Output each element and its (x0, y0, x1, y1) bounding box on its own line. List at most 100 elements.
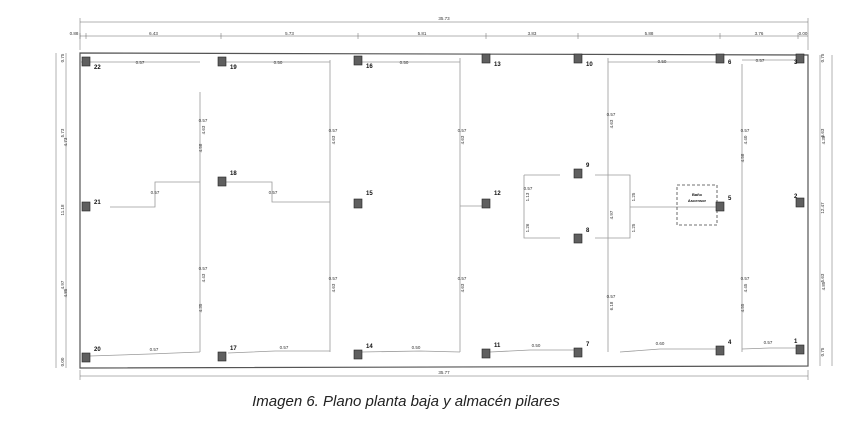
pillar-number: 7 (586, 342, 590, 348)
beam-label: 0.57 (741, 276, 750, 281)
pillar-9 (573, 168, 583, 179)
top-segment-dimension: 5.81 (418, 31, 427, 36)
top-segment-dimension: 6.43 (149, 31, 158, 36)
right-dimension: 5.63 (820, 273, 825, 282)
beam-label: 0.57 (458, 128, 467, 133)
left-dimension: 0.00 (60, 357, 65, 366)
pillar-number: 11 (494, 343, 501, 349)
beam-label: 0.57 (329, 128, 338, 133)
top-segment-dimension: 5.73 (285, 31, 294, 36)
pillar-10 (573, 53, 583, 64)
beam-label: 0.50 (412, 345, 421, 350)
right-dimension-chain (819, 55, 833, 366)
bay-dimension: 4.97 (609, 210, 614, 219)
pillar-16 (353, 55, 363, 66)
pillar-7 (573, 347, 583, 358)
left-dimension: 4.97 (60, 280, 65, 289)
pillar-17 (217, 351, 227, 362)
pillar-4 (715, 345, 725, 356)
pillar-8 (573, 233, 583, 244)
pillar-number: 9 (586, 163, 590, 169)
pillar-22 (81, 56, 91, 67)
pillar-3 (795, 53, 805, 64)
top-segment-dimension: 3.76 (755, 31, 764, 36)
bay-dimension: 4.40 (743, 135, 748, 144)
pillar-number: 15 (366, 191, 373, 197)
beam-label: 0.50 (400, 60, 409, 65)
right-dimensions: 0.75 5.63 12.47 5.63 0.75 (820, 53, 825, 356)
pillar-number: 17 (230, 346, 237, 352)
beam-label: 0.57 (199, 118, 208, 123)
bay-dimension: 1.26 (525, 223, 530, 232)
pillar-number: 1 (794, 339, 798, 345)
pillar-5 (715, 201, 725, 212)
top-segment-dimensions: 0.88 6.43 5.73 5.81 3.83 5.88 3.76 0.00 (70, 31, 808, 39)
beam-label: 0.57 (458, 276, 467, 281)
pillar-11 (481, 348, 491, 359)
bay-dimension: 6.18 (609, 301, 614, 310)
beam-label: 0.57 (607, 112, 616, 117)
bay-dimension: 4.73 (63, 137, 68, 146)
beam-label: 0.57 (764, 340, 773, 345)
beam-label: 0.50 (658, 59, 667, 64)
beam-label: 0.57 (607, 294, 616, 299)
right-dimension: 0.75 (820, 347, 825, 356)
pillar-number: 21 (94, 200, 101, 206)
figure-caption: Imagen 6. Plano planta baja y almacén pi… (252, 393, 560, 410)
pillar-15 (353, 198, 363, 209)
top-segment-dimension: 0.00 (799, 31, 808, 36)
bay-dimension: 4.58 (740, 153, 745, 162)
pillars: 22 19 16 13 10 6 3 21 18 15 12 9 5 2 8 20 17 14 11 7 4 1 (81, 53, 805, 363)
bay-dimension: 4.85 (821, 281, 826, 290)
bay-dimension: 4.43 (201, 273, 206, 282)
right-dimension: 5.63 (820, 128, 825, 137)
beam-label: 0.50 (274, 60, 283, 65)
pillar-20 (81, 352, 91, 363)
pillar-number: 10 (586, 62, 593, 68)
top-segment-dimension: 5.88 (645, 31, 654, 36)
bay-dimension: 4.63 (331, 283, 336, 292)
bay-dimensions: 4.73 4.63 4.63 4.63 4.63 4.40 4.38 4.85 4.43 4.63… (63, 119, 826, 312)
bay-dimension: 1.13 (525, 192, 530, 201)
pillar-number: 13 (494, 62, 501, 68)
beam-label: 0.57 (136, 60, 145, 65)
left-dimensions: 0.75 5.73 11.18 4.97 0.00 (60, 53, 65, 366)
bay-dimension: 4.85 (63, 288, 68, 297)
beam-label: 0.60 (656, 341, 665, 346)
pillar-number: 18 (230, 171, 237, 177)
pillar-number: 20 (94, 347, 101, 353)
bay-dimension: 4.35 (198, 303, 203, 312)
bay-dimension: 4.45 (743, 283, 748, 292)
top-segment-dimension: 3.83 (528, 31, 537, 36)
right-dimension: 0.75 (820, 53, 825, 62)
bay-dimension: 1.25 (631, 223, 636, 232)
pillar-18 (217, 176, 227, 187)
pillar-number: 2 (794, 194, 798, 200)
beam-label: 0.57 (741, 128, 750, 133)
top-segment-dimension: 0.88 (70, 31, 79, 36)
pillar-21 (81, 201, 91, 212)
bathroom-elevator-box (676, 184, 718, 226)
top-total-dimension: 35.73 (438, 16, 450, 21)
bay-dimension: 4.38 (821, 135, 826, 144)
beam-labels: 0.57 0.50 0.50 0.50 0.57 0.57 0.57 0.57 0.57 0.50… (136, 58, 773, 352)
bay-dimension: 4.63 (201, 125, 206, 134)
bay-dimension: 4.58 (198, 143, 203, 152)
beam-label: 0.57 (524, 186, 533, 191)
top-dimension-chain (79, 18, 809, 50)
building-outline (79, 52, 809, 369)
beam-label: 0.57 (756, 58, 765, 63)
bay-dimension: 4.63 (460, 283, 465, 292)
room-label-line1: Baño (692, 192, 703, 197)
interior-beams (80, 58, 800, 357)
pillar-number: 3 (794, 60, 798, 66)
beam-label: 0.57 (151, 190, 160, 195)
pillar-1 (795, 344, 805, 355)
bay-dimension: 4.63 (609, 119, 614, 128)
left-dimension: 11.18 (60, 204, 65, 215)
pillar-number: 19 (230, 65, 237, 71)
beam-label: 0.57 (329, 276, 338, 281)
bottom-dimension-chain (79, 370, 809, 380)
pillar-12 (481, 198, 491, 209)
room-label-line2: Ascensor (688, 198, 707, 203)
